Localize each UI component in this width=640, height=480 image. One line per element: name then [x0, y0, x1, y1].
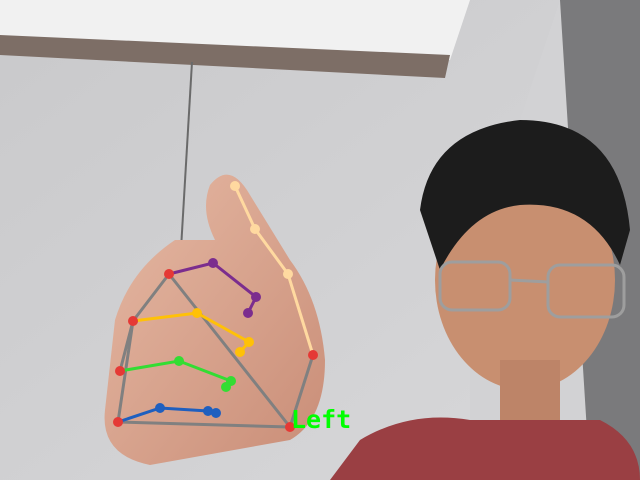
middle-finger-connections — [131, 311, 252, 354]
landmark-ring-mcp — [115, 366, 125, 376]
landmark-pinky-pip — [155, 403, 165, 413]
person — [330, 120, 640, 480]
hand-skeleton — [116, 184, 315, 429]
landmark-middle-mcp — [128, 316, 138, 326]
handedness-label: Left — [291, 405, 351, 434]
landmark-middle-pip — [192, 308, 202, 318]
landmark-thumb-tip — [230, 181, 240, 191]
landmark-index-dip — [251, 292, 261, 302]
landmark-pinky-tip — [211, 408, 221, 418]
thumb-points — [230, 181, 293, 279]
landmark-index-tip — [243, 308, 253, 318]
hand-landmarks — [113, 181, 318, 432]
pinky-finger-points — [155, 403, 221, 418]
landmark-middle-dip — [244, 337, 254, 347]
landmark-wrist — [113, 417, 123, 427]
landmark-thumb-ip — [283, 269, 293, 279]
index-finger-connections — [167, 261, 258, 315]
thumb-connections — [233, 184, 315, 357]
palm-connections — [116, 272, 315, 429]
index-finger-points — [208, 258, 261, 318]
landmark-thumb-tip-lower — [250, 224, 260, 234]
landmark-pinky-dip — [203, 406, 213, 416]
landmark-thumb-cmc — [285, 422, 295, 432]
landmark-index-mcp — [164, 269, 174, 279]
landmark-index-pip — [208, 258, 218, 268]
ring-finger-points — [174, 356, 236, 392]
landmark-ring-pip — [174, 356, 184, 366]
middle-finger-points — [192, 308, 254, 357]
landmark-thumb-mcp — [308, 350, 318, 360]
wrist-and-knuckle-points — [113, 269, 318, 432]
landmark-ring-tip — [221, 382, 231, 392]
landmark-middle-tip — [235, 347, 245, 357]
